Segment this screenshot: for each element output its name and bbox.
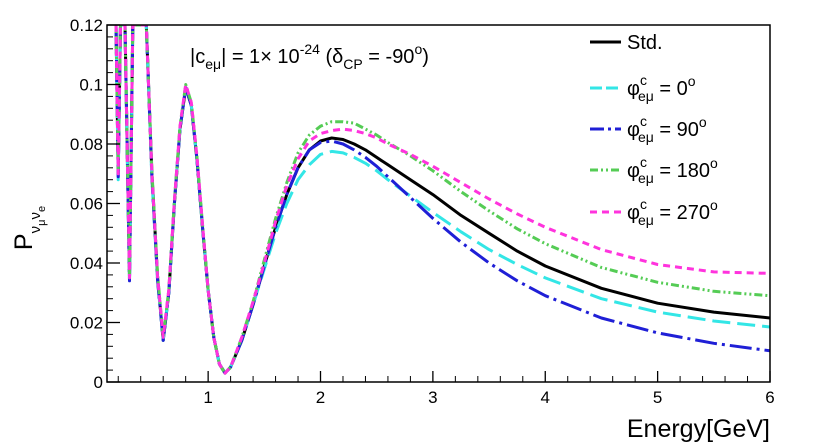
y-axis-title-base: P <box>10 233 38 250</box>
annotation-exp: -24 <box>300 41 320 57</box>
annotation-sub: eμ <box>205 56 221 72</box>
legend: Std. φc eμ = 0o φc eμ = 90o φc eμ = 180o φc eμ =… <box>590 32 718 228</box>
series-line-0 <box>114 25 770 375</box>
y-tick-label: 0.1 <box>79 76 103 95</box>
axes <box>106 24 771 383</box>
annotation-part6: ) <box>422 46 429 68</box>
x-tick-label: 5 <box>653 388 662 407</box>
annotation-part4: (δ <box>320 46 343 68</box>
annotation: |ceμ| = 1× 10-24 (δCP = -90o) <box>190 41 429 72</box>
y-tick-label: 0.12 <box>70 16 103 35</box>
y-axis-title-subsub2: e <box>36 206 48 212</box>
y-tick-label: 0.06 <box>70 195 103 214</box>
annotation-part1: |c <box>190 46 205 68</box>
x-tick-label: 4 <box>541 388 550 407</box>
x-axis-title: Energy[GeV] <box>627 415 770 443</box>
x-tick-label: 6 <box>765 388 774 407</box>
series-group <box>114 25 770 375</box>
y-tick-label: 0.02 <box>70 314 103 333</box>
legend-label: φc eμ = 0o <box>627 72 696 104</box>
annotation-part2: | = 1 <box>221 46 260 68</box>
y-axis-title: Pνμνe <box>10 206 48 250</box>
y-axis-title-sub2: ν <box>27 212 44 220</box>
annotation-times: × <box>260 46 272 68</box>
legend-label: φc eμ = 90o <box>627 113 707 145</box>
y-axis-title-subsub1: μ <box>36 220 48 226</box>
y-tick-label: 0 <box>94 373 103 392</box>
x-tick-label: 3 <box>428 388 437 407</box>
series-line-270 <box>114 25 770 375</box>
y-tick-label: 0.08 <box>70 135 103 154</box>
x-tick-label: 1 <box>203 388 212 407</box>
annotation-deg: o <box>414 41 422 57</box>
annotation-part3: 10 <box>272 46 300 68</box>
tick-labels: 1 2 3 4 5 6 0 0.02 0.04 0.06 0.08 0.1 0.12 <box>70 16 775 407</box>
y-tick-label: 0.04 <box>70 254 103 273</box>
series-line-180 <box>114 25 770 375</box>
annotation-sub2: CP <box>343 56 362 72</box>
x-tick-label: 2 <box>316 388 325 407</box>
legend-label: Std. <box>627 32 663 54</box>
annotation-part5: = -90 <box>363 46 415 68</box>
legend-label: φc eμ = 270o <box>627 196 718 228</box>
y-axis-title-sub1: ν <box>27 226 44 234</box>
legend-label: φc eμ = 180o <box>627 154 718 186</box>
